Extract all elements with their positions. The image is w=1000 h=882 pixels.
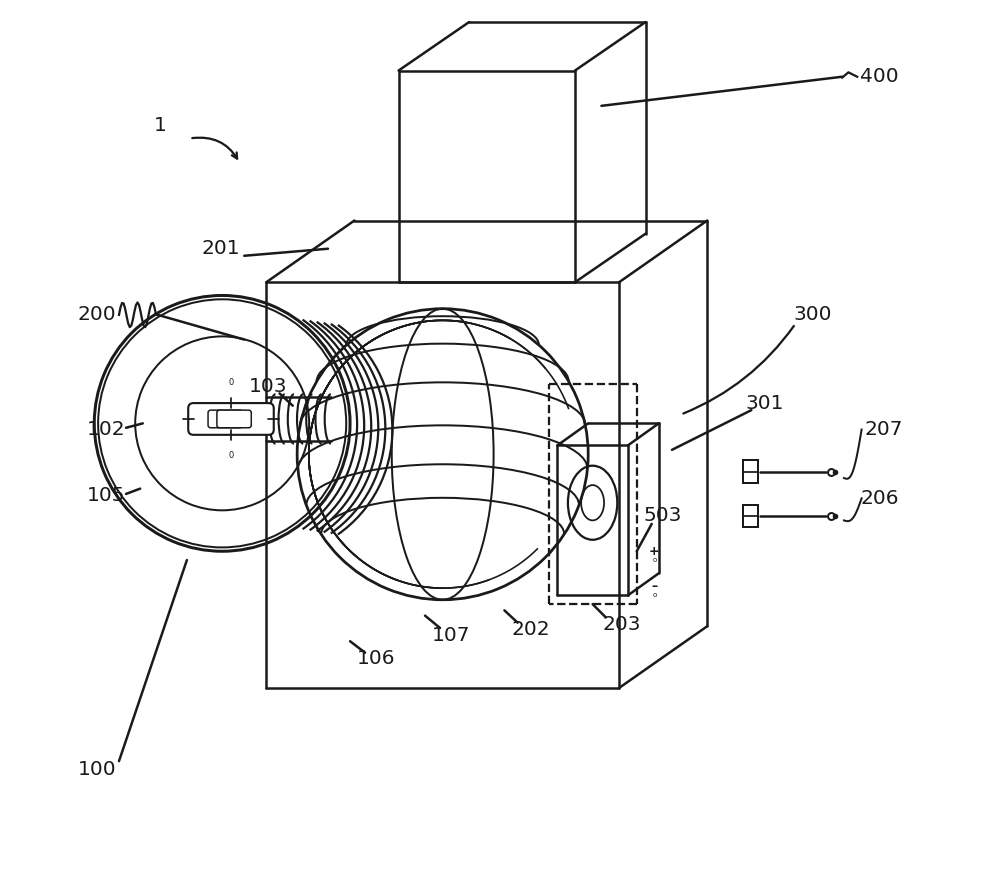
Text: o: o: [652, 557, 656, 563]
Text: 103: 103: [249, 377, 287, 396]
Text: +: +: [649, 545, 660, 557]
Text: 203: 203: [602, 615, 641, 634]
FancyBboxPatch shape: [208, 410, 242, 428]
Text: o: o: [652, 593, 656, 598]
Text: 202: 202: [512, 620, 550, 639]
Text: 105: 105: [86, 486, 125, 505]
FancyBboxPatch shape: [188, 403, 274, 435]
Text: 301: 301: [745, 393, 784, 413]
FancyBboxPatch shape: [217, 410, 251, 428]
Text: 201: 201: [201, 239, 240, 258]
Text: 0: 0: [228, 451, 234, 460]
Text: 206: 206: [860, 489, 899, 508]
Text: 0: 0: [228, 378, 234, 387]
Bar: [743, 505, 758, 527]
Text: 400: 400: [860, 67, 899, 86]
Text: 207: 207: [864, 420, 903, 439]
Text: –: –: [651, 580, 657, 593]
Text: 100: 100: [78, 759, 116, 779]
Text: 102: 102: [86, 420, 125, 439]
Text: 300: 300: [794, 305, 832, 325]
Bar: [743, 460, 758, 483]
Text: 200: 200: [78, 305, 116, 325]
Text: 503: 503: [644, 506, 682, 526]
Text: 1: 1: [154, 116, 167, 135]
Text: 107: 107: [432, 625, 471, 645]
Text: 106: 106: [357, 649, 396, 669]
